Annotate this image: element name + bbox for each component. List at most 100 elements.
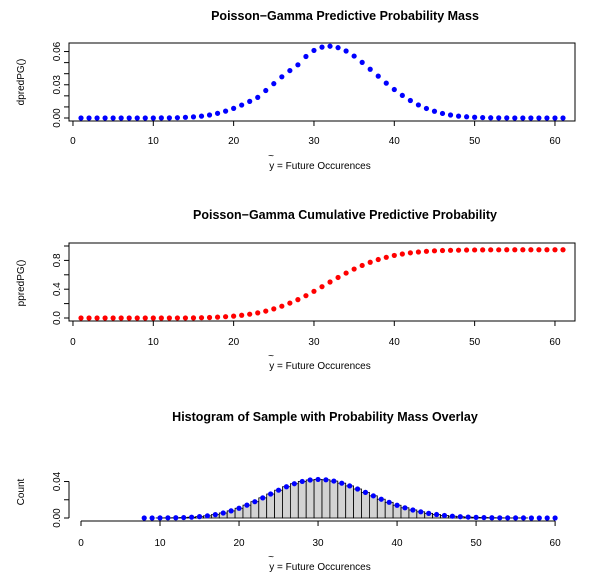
- data-point: [473, 514, 479, 520]
- data-point: [247, 98, 253, 104]
- data-point: [263, 308, 269, 314]
- histogram-bar: [337, 482, 347, 519]
- data-point: [228, 508, 234, 514]
- histogram-bar: [321, 479, 331, 519]
- data-point: [415, 249, 421, 255]
- data-point: [126, 115, 132, 121]
- data-point: [110, 315, 116, 321]
- data-point: [496, 247, 502, 253]
- data-point: [378, 496, 384, 502]
- panel-cdf: Poisson−Gamma Cumulative Predictive Prob…: [16, 208, 576, 372]
- data-point: [439, 110, 446, 117]
- data-point: [319, 44, 325, 50]
- data-point: [335, 274, 341, 281]
- data-point: [190, 114, 197, 120]
- data-point: [206, 112, 213, 118]
- data-point: [488, 247, 494, 253]
- data-point: [544, 115, 550, 121]
- data-point: [141, 515, 147, 521]
- histogram-bar: [305, 479, 315, 519]
- data-point: [399, 251, 405, 257]
- x-axis-label-var: y: [269, 161, 274, 172]
- data-point: [426, 510, 432, 516]
- data-point: [504, 115, 510, 121]
- data-point: [174, 115, 180, 121]
- y-tick-label: 0.06: [52, 41, 63, 61]
- data-point: [504, 247, 510, 253]
- data-point: [279, 303, 285, 309]
- data-point: [544, 247, 550, 253]
- data-point: [295, 297, 301, 303]
- data-point: [157, 515, 163, 521]
- y-axis-label: ppredPG(): [16, 260, 27, 307]
- data-point: [86, 315, 92, 321]
- data-point: [383, 80, 389, 86]
- data-point: [94, 115, 100, 121]
- data-point: [552, 115, 558, 121]
- x-axis-label-rest: = Future Occurences: [274, 161, 370, 172]
- data-point: [560, 115, 566, 121]
- x-tick-label: 10: [154, 538, 166, 549]
- data-point: [94, 315, 100, 321]
- data-point: [255, 310, 261, 316]
- data-point: [247, 311, 253, 317]
- data-point: [394, 502, 400, 508]
- x-tick-label: 60: [549, 337, 561, 348]
- data-point: [303, 53, 309, 60]
- data-point: [431, 108, 438, 114]
- x-axis-label-rest: = Future Occurences: [274, 562, 370, 573]
- data-point: [528, 247, 534, 253]
- x-tick-label: 20: [233, 538, 245, 549]
- data-point: [464, 114, 470, 120]
- data-point: [512, 515, 519, 521]
- x-tick-label: 30: [308, 337, 320, 348]
- histogram-bar: [361, 491, 370, 519]
- data-point: [359, 262, 365, 269]
- x-axis-label-tilde: ~: [268, 552, 274, 563]
- data-point: [189, 514, 195, 520]
- data-point: [433, 511, 440, 518]
- data-point: [423, 105, 430, 112]
- histogram-bar: [266, 493, 275, 519]
- data-point: [370, 493, 376, 499]
- x-tick-label: 0: [70, 337, 76, 348]
- chart-title: Poisson−Gamma Cumulative Predictive Prob…: [193, 208, 497, 222]
- data-point: [166, 315, 172, 321]
- x-tick-label: 0: [78, 538, 84, 549]
- x-tick-label: 50: [471, 538, 483, 549]
- data-point: [182, 114, 189, 120]
- histogram-bar: [329, 480, 339, 519]
- data-point: [323, 477, 329, 483]
- x-tick-label: 20: [228, 136, 240, 147]
- data-point: [560, 247, 566, 253]
- histogram-bar: [274, 489, 283, 519]
- data-point: [102, 315, 108, 321]
- data-point: [327, 279, 333, 285]
- data-point: [287, 67, 293, 74]
- data-point: [399, 92, 405, 99]
- data-point: [204, 513, 211, 519]
- x-tick-label: 40: [392, 538, 404, 549]
- data-point: [536, 247, 542, 253]
- data-point: [439, 247, 446, 254]
- data-point: [347, 483, 353, 489]
- data-point: [239, 312, 245, 318]
- histogram-bar: [313, 479, 323, 519]
- x-axis-label-var: y: [269, 361, 274, 372]
- data-point: [472, 114, 478, 120]
- data-point: [244, 502, 250, 508]
- data-point: [465, 514, 471, 520]
- data-point: [335, 45, 341, 51]
- data-point: [231, 313, 237, 319]
- data-point: [407, 250, 413, 256]
- data-point: [118, 315, 124, 321]
- x-axis-label: y = Future Occurences: [269, 361, 370, 372]
- data-point: [512, 115, 518, 121]
- data-point: [295, 62, 301, 68]
- data-point: [252, 499, 258, 505]
- data-point: [410, 507, 416, 513]
- data-point: [331, 478, 337, 484]
- data-point: [149, 515, 155, 521]
- x-tick-label: 30: [312, 538, 324, 549]
